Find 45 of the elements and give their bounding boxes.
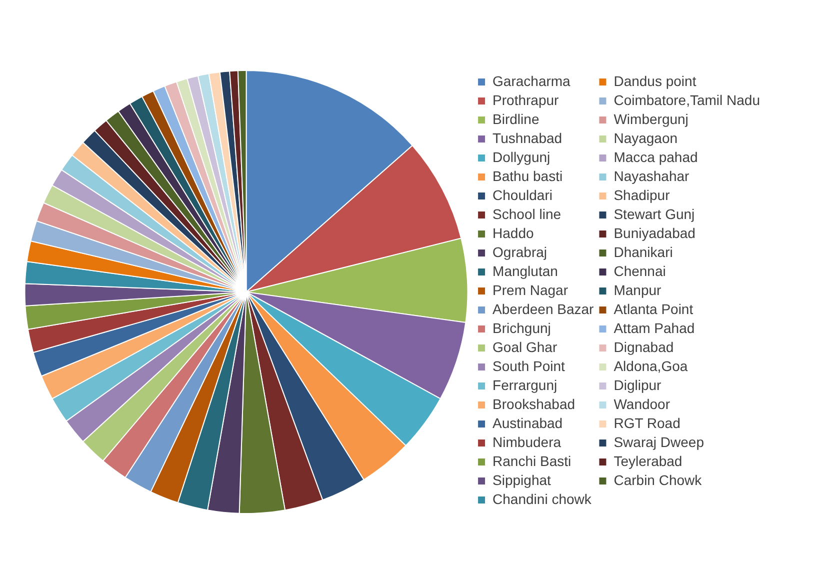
legend-label: Ograbraj: [492, 244, 548, 260]
legend-label: Aldona,Goa: [614, 358, 688, 374]
legend-label: Sippighat: [492, 472, 552, 488]
legend-label: Dhanikari: [614, 244, 673, 260]
legend-label: School line: [492, 206, 562, 222]
legend-label: RGT Road: [614, 414, 680, 431]
legend-label: Birdline: [492, 110, 540, 127]
legend-label: South Point: [492, 358, 566, 374]
legend-label: Chandini chowk: [492, 490, 592, 507]
legend-label: Brookshabad: [492, 396, 576, 412]
legend-label: Buniyadabad: [614, 224, 696, 241]
legend-label: Attam Pahad: [614, 320, 695, 336]
legend-label: Swaraj Dweep: [614, 434, 704, 450]
legend-label: Haddo: [492, 224, 534, 241]
legend-label: Coimbatore,Tamil Nadu: [614, 92, 760, 108]
legend-label: Diglipur: [614, 376, 662, 393]
legend-label: Ranchi Basti: [492, 452, 572, 469]
legend-label: Garacharma: [492, 72, 571, 89]
legend-label: Chouldari: [492, 186, 552, 203]
legend-label: Brichgunj: [492, 320, 551, 336]
legend-label: Atlanta Point: [614, 300, 694, 317]
legend-label: Stewart Gunj: [614, 206, 695, 222]
legend-label: Dollygunj: [492, 148, 550, 165]
legend-label: Nimbudera: [492, 434, 562, 450]
legend-label: Teylerabad: [614, 452, 682, 469]
legend-label: Shadipur: [614, 186, 670, 203]
legend-label: Carbin Chowk: [614, 472, 703, 488]
legend-label: Dignabad: [614, 338, 674, 355]
legend-label: Wimbergunj: [614, 110, 688, 127]
legend-label: Macca pahad: [614, 148, 698, 165]
legend-label: Austinabad: [492, 414, 563, 431]
legend-label: Tushnabad: [492, 130, 562, 146]
legend-label: Ferrargunj: [492, 376, 558, 393]
legend-label: Nayagaon: [614, 130, 678, 146]
legend-label: Aberdeen Bazar: [492, 300, 594, 317]
legend-label: Manglutan: [492, 262, 558, 279]
legend-label: Bathu basti: [492, 168, 563, 184]
legend-label: Chennai: [614, 262, 666, 279]
legend-label: Prem Nagar: [492, 282, 568, 298]
legend-label: Goal Ghar: [492, 338, 558, 355]
legend-label: Nayashahar: [614, 168, 690, 184]
legend-label: Prothrapur: [492, 92, 560, 108]
legend-label: Wandoor: [614, 396, 670, 412]
legend-label: Manpur: [614, 282, 662, 298]
legend-label: Dandus point: [614, 72, 696, 89]
